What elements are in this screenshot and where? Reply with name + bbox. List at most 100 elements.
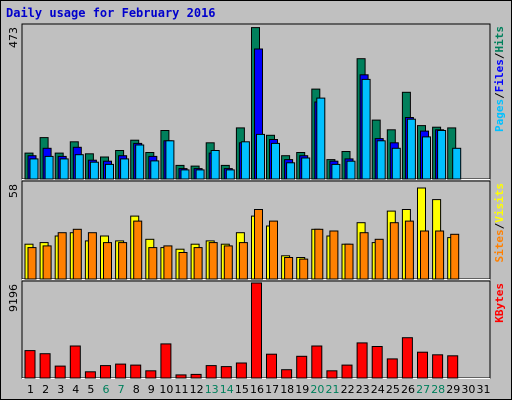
day-label-24: 24 <box>371 383 385 396</box>
bar-pages-day-28 <box>437 130 447 180</box>
bar-sites-day-18 <box>284 257 294 280</box>
bar-pages-day-5 <box>89 161 99 180</box>
day-label-20: 20 <box>310 383 324 396</box>
bar-pages-day-17 <box>271 142 280 180</box>
bar-kbytes-day-17 <box>266 353 277 379</box>
legend-separator: / <box>493 92 506 99</box>
bar-kbytes-day-26 <box>401 337 413 379</box>
bar-kbytes-day-3 <box>54 365 66 379</box>
day-label-3: 3 <box>57 383 64 396</box>
bar-pages-day-11 <box>180 169 190 180</box>
bar-pages-day-9 <box>150 160 160 180</box>
bar-kbytes-day-24 <box>371 346 383 379</box>
day-label-2: 2 <box>42 383 49 396</box>
bar-sites-day-17 <box>269 220 278 280</box>
bar-sites-day-27 <box>420 230 429 280</box>
bar-pages-day-24 <box>376 140 386 180</box>
bar-pages-day-4 <box>74 154 84 180</box>
bar-kbytes-day-7 <box>115 363 127 379</box>
bar-pages-day-8 <box>135 144 145 180</box>
legend-visits: Visits <box>493 183 506 223</box>
bar-kbytes-day-21 <box>326 370 338 379</box>
bar-kbytes-day-25 <box>386 358 398 379</box>
bar-sites-day-12 <box>193 247 203 280</box>
panel-1-legend: Pages/Files/Hits <box>493 26 506 132</box>
bar-pages-day-21 <box>331 163 341 180</box>
bar-kbytes-day-18 <box>281 369 293 379</box>
day-label-15: 15 <box>235 383 249 396</box>
bar-pages-day-12 <box>195 169 205 180</box>
bar-kbytes-day-16 <box>251 282 262 379</box>
legend-sites: Sites <box>493 229 506 262</box>
bar-pages-day-2 <box>44 155 54 180</box>
bar-kbytes-day-10 <box>160 343 172 379</box>
bar-pages-day-6 <box>105 163 114 180</box>
bar-kbytes-day-14 <box>220 366 232 379</box>
day-label-4: 4 <box>72 383 79 396</box>
day-label-1: 1 <box>27 383 34 396</box>
bar-kbytes-day-29 <box>447 355 459 379</box>
bar-pages-day-26 <box>406 118 416 180</box>
bar-sites-day-21 <box>329 230 339 280</box>
bar-sites-day-2 <box>42 245 52 280</box>
legend-hits: Hits <box>493 26 506 53</box>
bar-sites-day-5 <box>87 232 97 280</box>
bar-sites-day-6 <box>103 242 112 280</box>
bar-sites-day-20 <box>314 228 324 280</box>
bar-pages-day-20 <box>316 97 326 180</box>
bar-sites-day-29 <box>450 233 460 280</box>
bar-kbytes-day-8 <box>130 364 142 379</box>
day-label-11: 11 <box>175 383 189 396</box>
bar-pages-day-14 <box>225 169 235 180</box>
day-label-13: 13 <box>205 383 219 396</box>
panel-2-ymax-label: 58 <box>7 184 20 198</box>
bar-sites-day-4 <box>72 228 82 280</box>
bar-kbytes-day-4 <box>69 345 81 379</box>
bar-sites-day-7 <box>118 242 128 280</box>
day-label-14: 14 <box>220 383 234 396</box>
bar-kbytes-day-13 <box>205 365 217 379</box>
bar-kbytes-day-2 <box>39 353 51 379</box>
bar-pages-day-18 <box>286 162 296 180</box>
day-label-12: 12 <box>190 383 204 396</box>
bar-sites-day-10 <box>163 245 173 280</box>
bar-kbytes-day-20 <box>311 345 323 379</box>
day-label-5: 5 <box>87 383 94 396</box>
bar-pages-day-15 <box>240 141 250 180</box>
bar-sites-day-19 <box>299 258 309 280</box>
bar-sites-day-9 <box>148 247 158 280</box>
bar-kbytes-day-23 <box>356 342 368 379</box>
day-label-8: 8 <box>133 383 140 396</box>
day-label-27: 27 <box>416 383 430 396</box>
day-label-21: 21 <box>326 383 340 396</box>
day-label-19: 19 <box>295 383 309 396</box>
bar-pages-day-16 <box>256 133 265 180</box>
bar-pages-day-29 <box>452 147 462 180</box>
bar-pages-day-27 <box>422 136 431 180</box>
bar-sites-day-14 <box>223 245 233 280</box>
bar-sites-day-13 <box>208 242 218 280</box>
bar-sites-day-22 <box>344 243 354 280</box>
panel-1-ymax-label: 473 <box>7 27 20 48</box>
bar-kbytes-day-19 <box>296 355 308 379</box>
bar-kbytes-day-12 <box>190 373 202 379</box>
bar-kbytes-day-5 <box>84 371 96 379</box>
day-label-17: 17 <box>265 383 279 396</box>
legend-separator: / <box>493 222 506 229</box>
bar-pages-day-1 <box>29 158 39 180</box>
bar-sites-day-11 <box>178 252 188 280</box>
day-label-26: 26 <box>401 383 415 396</box>
day-label-25: 25 <box>386 383 400 396</box>
bar-sites-day-8 <box>133 220 143 280</box>
bar-sites-day-3 <box>57 232 67 280</box>
bar-kbytes-day-22 <box>341 364 353 379</box>
day-label-16: 16 <box>250 383 264 396</box>
bar-kbytes-day-9 <box>145 370 157 379</box>
bar-kbytes-day-1 <box>24 350 36 379</box>
bar-sites-day-16 <box>254 209 263 280</box>
bar-kbytes-day-28 <box>432 354 444 379</box>
legend-pages: Pages <box>493 99 506 132</box>
panel-3-legend: KBytes <box>493 283 506 323</box>
bar-sites-day-26 <box>404 220 414 280</box>
bar-kbytes-day-11 <box>175 374 187 379</box>
